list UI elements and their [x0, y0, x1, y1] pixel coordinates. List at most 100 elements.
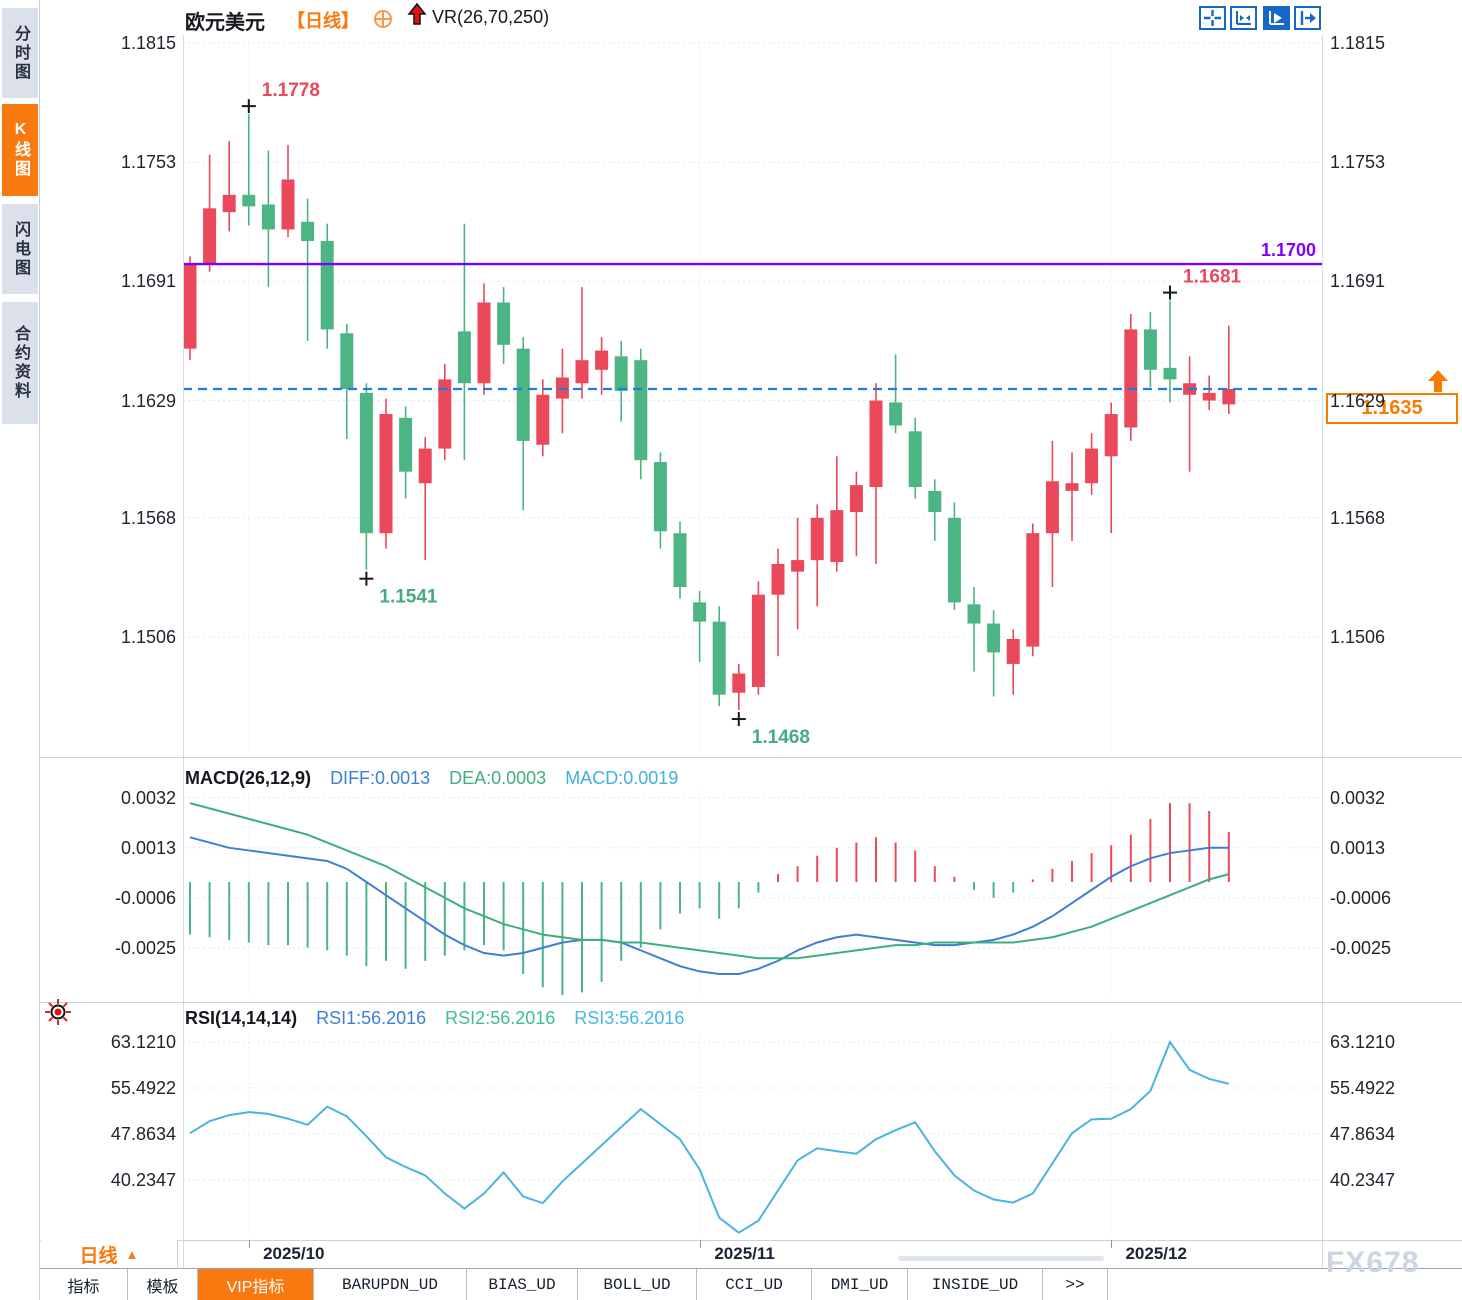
date-tick [248, 1240, 250, 1248]
current-price-box: 1.1635 [1326, 393, 1458, 424]
candle-body[interactable] [634, 360, 648, 461]
sidebar-item-flash-chart[interactable]: 闪电图 [2, 204, 38, 294]
plot-right-border [1322, 35, 1323, 1268]
candle-body[interactable] [693, 602, 707, 622]
tab-indicator[interactable]: 指标 [40, 1269, 128, 1300]
candle-body[interactable] [1045, 481, 1059, 534]
candle-body[interactable] [849, 485, 863, 513]
candle-body[interactable] [261, 204, 275, 230]
sun-marker-icon [44, 998, 72, 1026]
candle-body[interactable] [497, 302, 511, 345]
candle-body[interactable] [359, 392, 373, 534]
indicator-tab-bar: 指标 模板 VIP指标 BARUPDN_UD BIAS_UD BOLL_UD CCI_UD D… [0, 1268, 1462, 1300]
candle-body[interactable] [830, 510, 844, 563]
y-axis-label: 1.1815 [120, 33, 176, 53]
x-axis-date-label: 2025/10 [263, 1244, 325, 1263]
y-axis-label: 1.1629 [120, 390, 176, 411]
candle-body[interactable] [1006, 638, 1020, 664]
tab-inside[interactable]: INSIDE_UD [908, 1269, 1043, 1300]
candle-body[interactable] [712, 621, 726, 695]
tab-bias[interactable]: BIAS_UD [467, 1269, 578, 1300]
candle-body[interactable] [183, 264, 197, 349]
indicator-reading: DIFF:0.0013 [330, 768, 431, 788]
candle-body[interactable] [203, 208, 217, 265]
extreme-price-label: 1.1778 [262, 80, 320, 101]
axis-range-icon[interactable] [1230, 6, 1257, 30]
extreme-price-label: 1.1541 [379, 587, 438, 608]
candle-body[interactable] [595, 350, 609, 370]
axis-pointer-icon[interactable] [1263, 6, 1290, 30]
sidebar-item-kline-chart[interactable]: K线图 [2, 104, 38, 196]
candle-body[interactable] [1104, 414, 1118, 457]
y-axis-label: -0.0006 [1330, 887, 1392, 908]
overlay-indicator-label[interactable]: VR(26,70,250) [432, 7, 550, 27]
exit-right-icon[interactable] [1294, 6, 1321, 30]
tab-vip-indicator[interactable]: VIP指标 [198, 1269, 314, 1300]
extreme-price-label: 1.1681 [1183, 267, 1242, 288]
candle-body[interactable] [438, 379, 452, 449]
tab-template[interactable]: 模板 [128, 1269, 198, 1300]
candle-body[interactable] [516, 348, 530, 441]
candle-body[interactable] [810, 517, 824, 561]
y-axis-label: 40.2347 [110, 1170, 176, 1191]
y-axis-label: 1.1506 [120, 626, 176, 647]
candle-body[interactable] [281, 179, 295, 230]
tab-cci[interactable]: CCI_UD [697, 1269, 812, 1300]
candle-body[interactable] [732, 673, 746, 693]
y-axis-label: 1.1815 [1330, 33, 1386, 53]
candle-body[interactable] [1026, 533, 1040, 647]
candle-body[interactable] [242, 194, 256, 207]
crosshair-target-icon[interactable] [373, 9, 393, 34]
candle-body[interactable] [791, 560, 805, 572]
macd-diff-line [189, 836, 1229, 976]
candle-body[interactable] [1202, 392, 1216, 401]
candle-body[interactable] [301, 221, 315, 241]
candle-body[interactable] [987, 623, 1001, 653]
pan-crosshair-icon[interactable] [1199, 6, 1226, 30]
tab-barupdn[interactable]: BARUPDN_UD [314, 1269, 467, 1300]
candle-body[interactable] [908, 431, 922, 488]
x-axis-date-label: 2025/12 [1125, 1244, 1187, 1263]
candle-body[interactable] [320, 240, 334, 330]
candle-body[interactable] [653, 462, 667, 532]
sidebar-item-contract-info[interactable]: 合约资料 [2, 302, 38, 424]
candle-body[interactable] [928, 490, 942, 513]
candle-body[interactable] [967, 604, 981, 624]
candle-body[interactable] [1085, 448, 1099, 484]
candle-body[interactable] [1124, 329, 1138, 428]
candle-body[interactable] [889, 402, 903, 426]
candle-body[interactable] [222, 194, 236, 213]
watermark: FX678 [1326, 1246, 1420, 1279]
rsi-title: RSI(14,14,14) [185, 1008, 298, 1028]
candle-body[interactable] [1163, 367, 1177, 380]
tab-boll[interactable]: BOLL_UD [578, 1269, 697, 1300]
candle-body[interactable] [947, 517, 961, 603]
candle-body[interactable] [771, 563, 785, 595]
sidebar-item-minute-chart[interactable]: 分时图 [2, 8, 38, 98]
tab-more[interactable]: >> [1043, 1269, 1108, 1300]
candle-body[interactable] [379, 414, 393, 534]
horizontal-scrollbar[interactable] [898, 1256, 1104, 1261]
candle-body[interactable] [1065, 483, 1079, 491]
y-axis-label: 0.0032 [1330, 787, 1386, 808]
y-axis-label: 47.8634 [110, 1124, 176, 1145]
candle-body[interactable] [673, 533, 687, 588]
chart-canvas[interactable]: 1.1700 1.1778 1.1541 1.1468 1.1681 [0, 0, 1462, 1240]
candle-body[interactable] [399, 417, 413, 472]
y-axis-label: 1.1629 [1330, 390, 1386, 411]
candle-body[interactable] [340, 333, 354, 390]
candle-body[interactable] [1222, 389, 1236, 405]
period-selector[interactable]: 日线 ▲ [41, 1240, 178, 1268]
candle-body[interactable] [1143, 329, 1157, 370]
symbol-title: 欧元美元 [185, 12, 265, 34]
candle-body[interactable] [418, 448, 432, 484]
y-axis-label: 63.1210 [1330, 1032, 1396, 1052]
candle-body[interactable] [477, 302, 491, 384]
candle-body[interactable] [536, 394, 550, 445]
candle-body[interactable] [575, 360, 589, 384]
tab-dmi[interactable]: DMI_UD [812, 1269, 908, 1300]
candle-body[interactable] [457, 331, 471, 384]
candle-body[interactable] [869, 400, 883, 488]
candle-body[interactable] [751, 594, 765, 687]
candle-body[interactable] [614, 356, 628, 391]
